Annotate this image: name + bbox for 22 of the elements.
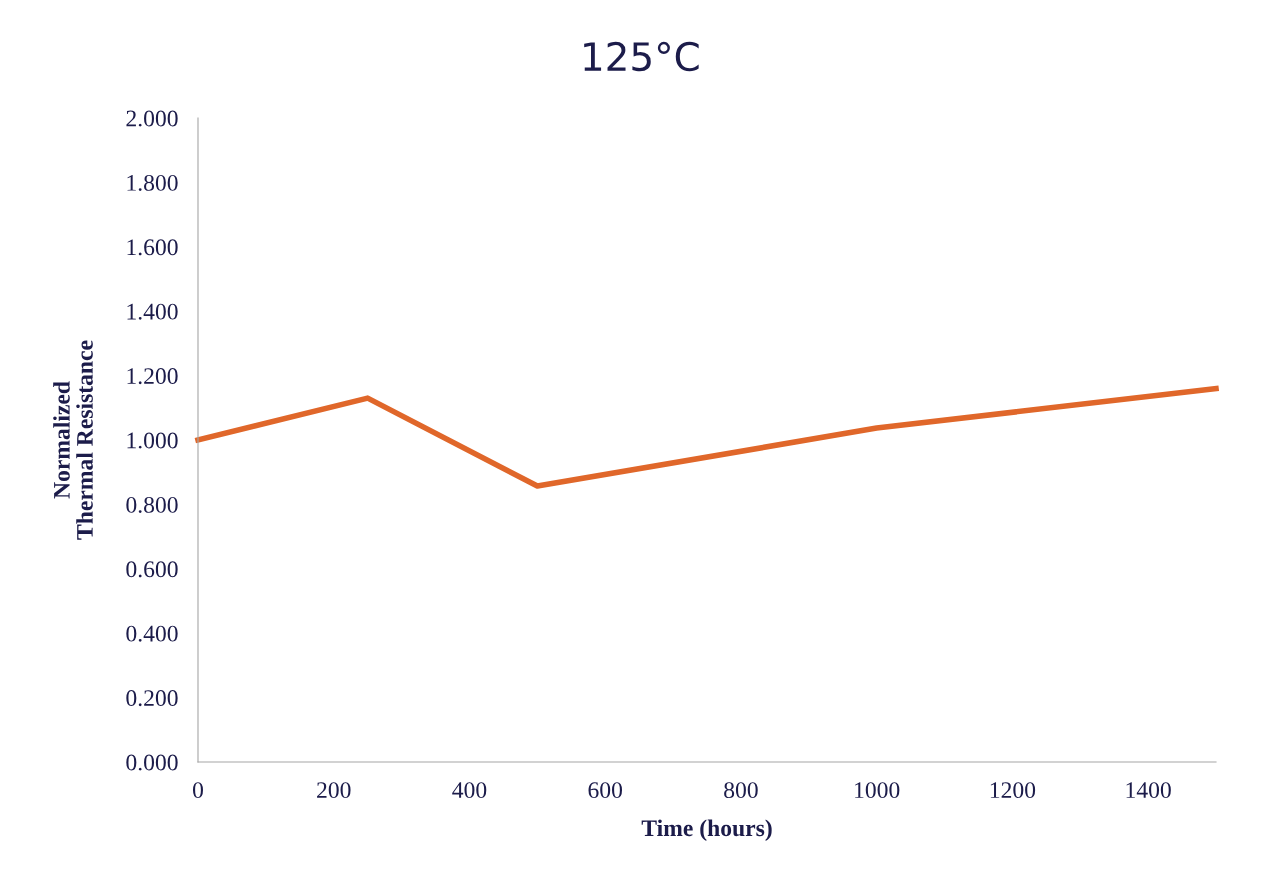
y-tick-label: 1.600 — [127, 239, 178, 256]
x-tick-label: 0 — [193, 782, 203, 799]
y-tick-label: 0.200 — [126, 690, 178, 707]
x-tick-label: 600 — [588, 782, 623, 799]
chart-title: 125°C — [584, 41, 699, 72]
x-tick-label: 200 — [317, 782, 351, 799]
y-tick-label: 2.000 — [126, 110, 178, 127]
x-tick-label: 1000 — [855, 782, 900, 799]
y-tick-label: 1.400 — [127, 303, 178, 320]
x-axis-title: Time (hours) — [641, 819, 772, 841]
y-tick-label: 1.200 — [127, 368, 178, 385]
x-tick-label: 400 — [452, 782, 487, 799]
y-tick-label: 1.000 — [127, 432, 178, 449]
y-tick-label: 0.600 — [126, 561, 178, 578]
y-tick-label: 1.800 — [127, 174, 178, 191]
y-tick-label: 0.000 — [126, 754, 178, 771]
y-axis-title: Normalized Thermal Resistance — [53, 340, 93, 540]
x-tick-label: 1400 — [1126, 782, 1171, 799]
x-tick-label: 1200 — [990, 782, 1036, 799]
y-tick-label: 0.400 — [126, 625, 178, 642]
y-tick-label: 0.800 — [126, 496, 178, 513]
x-tick-label: 800 — [724, 782, 758, 799]
